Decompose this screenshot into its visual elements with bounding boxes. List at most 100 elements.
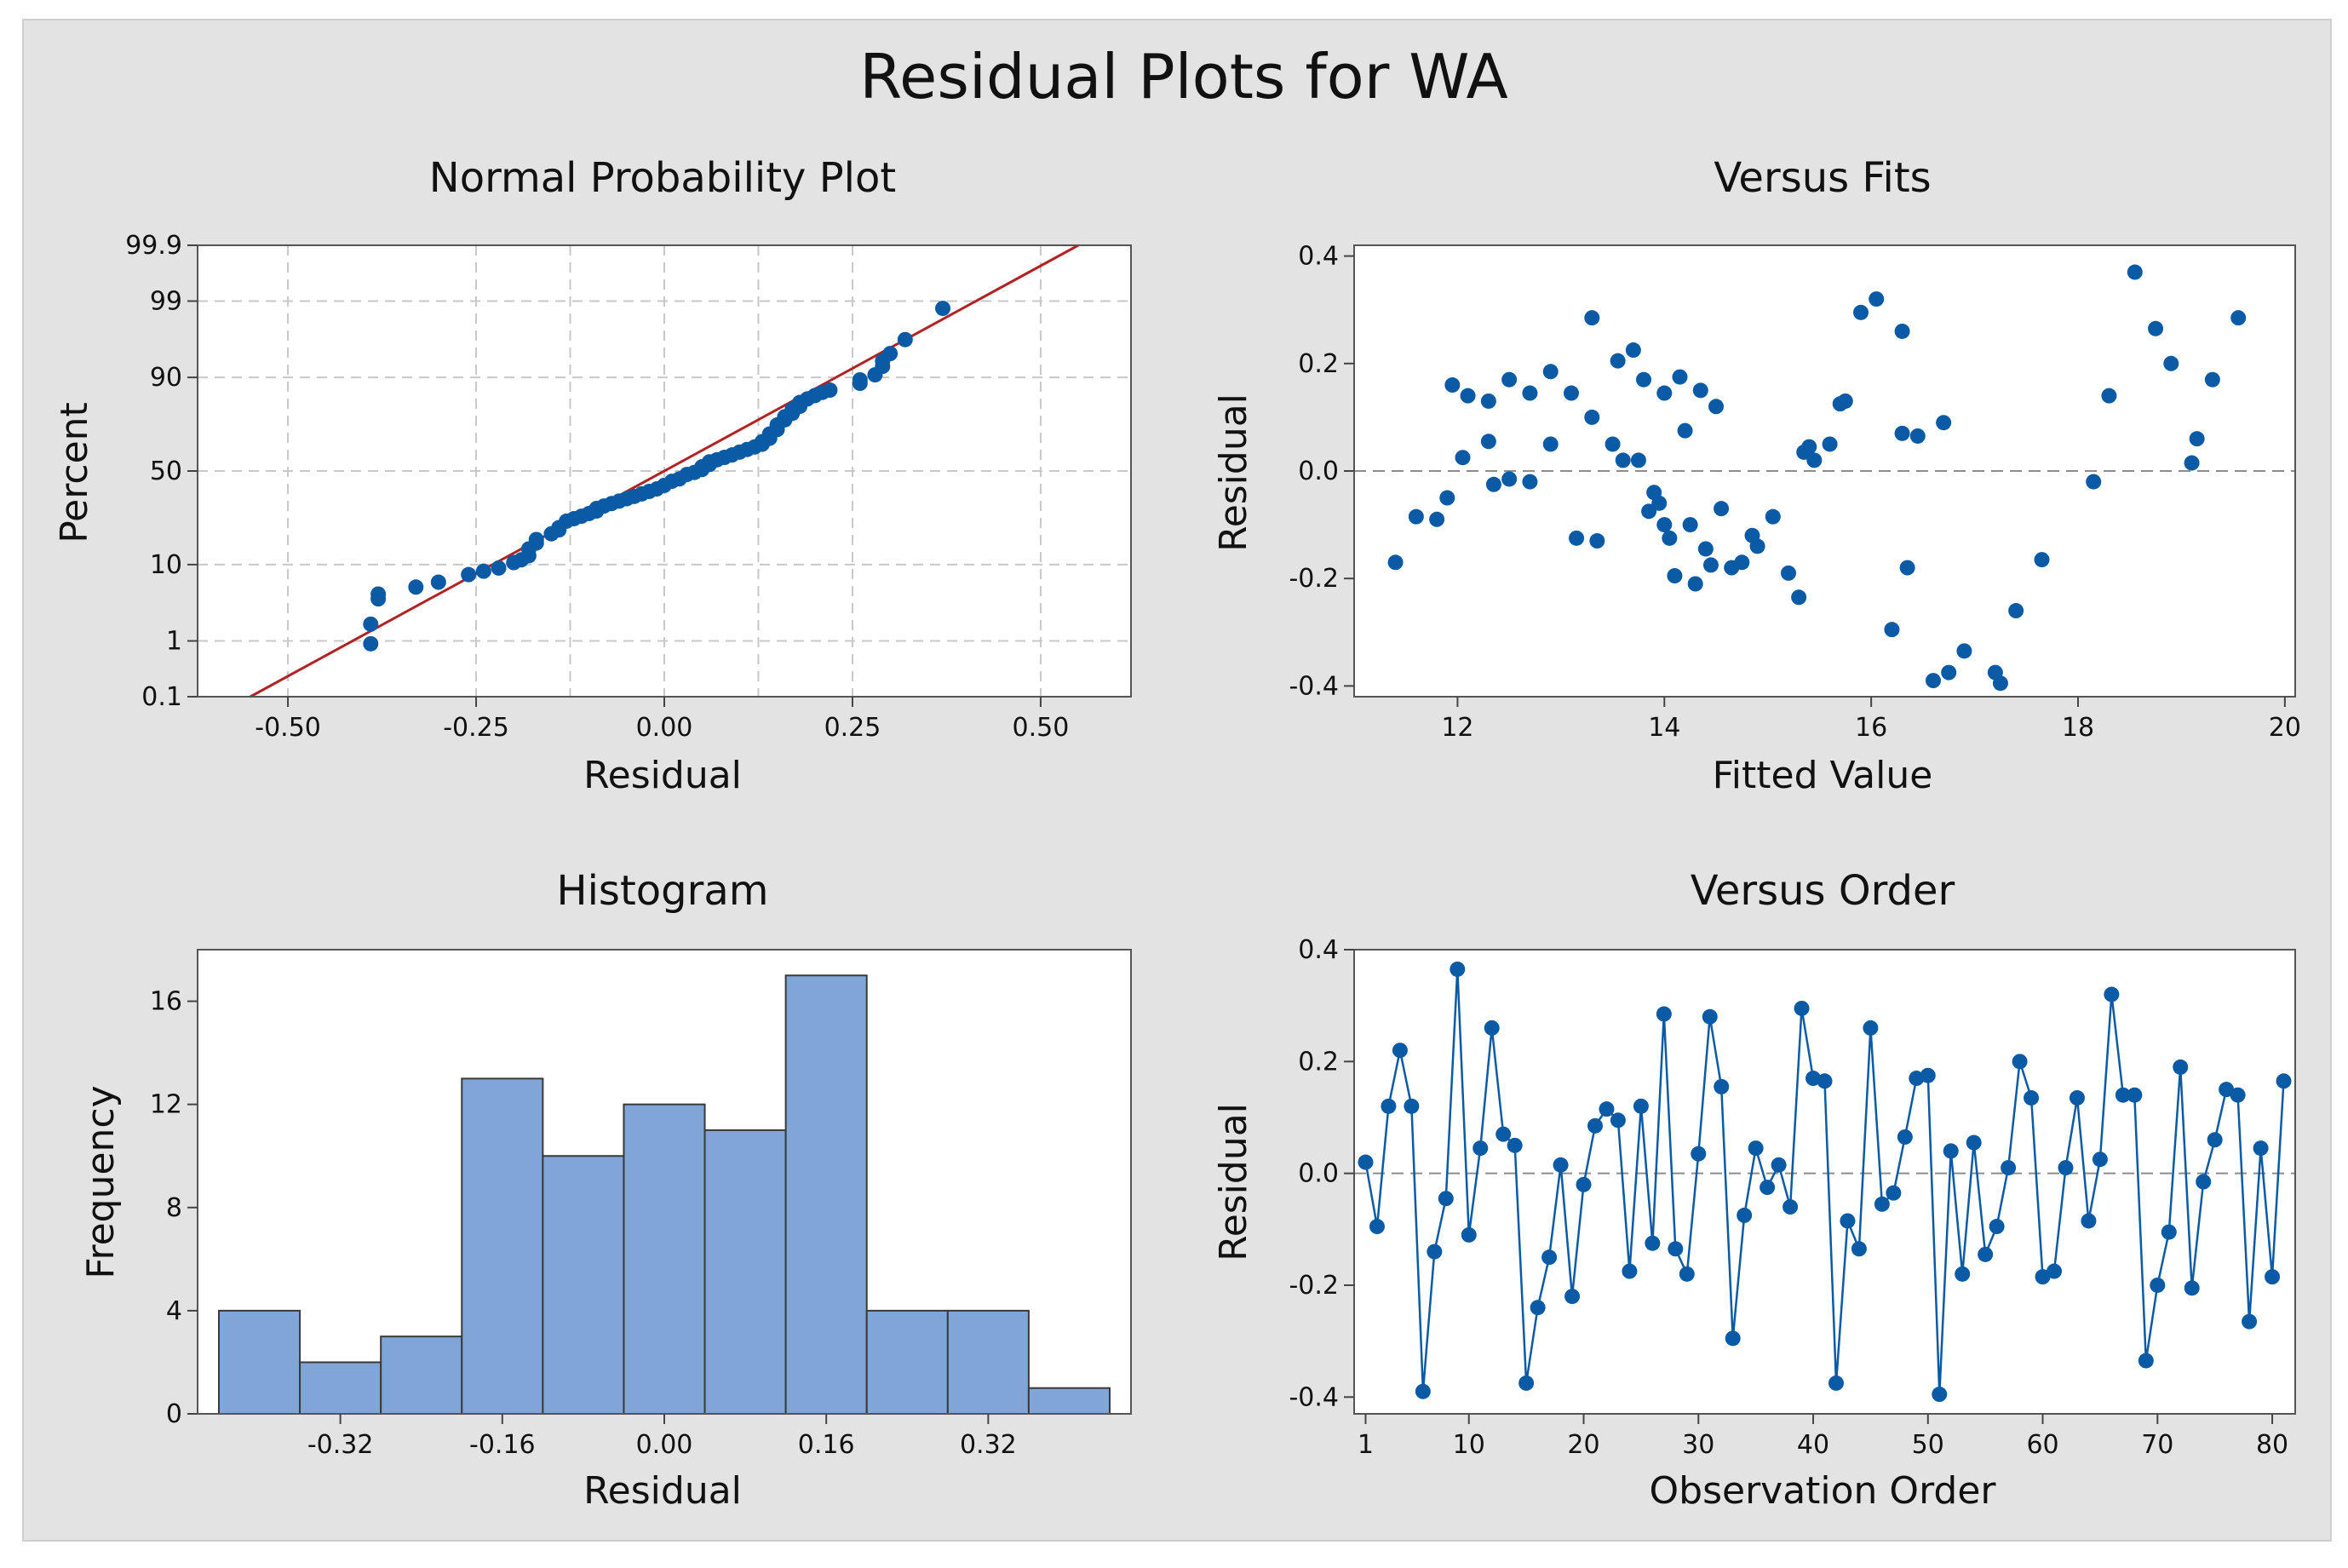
data-point: [1599, 1101, 1615, 1117]
data-point: [1943, 1143, 1959, 1159]
data-point: [1553, 1157, 1569, 1173]
y-tick-label: 99: [150, 287, 182, 317]
data-point: [1610, 1112, 1626, 1129]
data-point: [1714, 501, 1730, 517]
data-point: [1978, 1246, 1994, 1262]
data-point: [1564, 385, 1579, 401]
data-point: [1791, 589, 1807, 606]
data-point: [1687, 576, 1703, 592]
data-point: [1438, 1191, 1454, 1207]
y-tick-label: 0.0: [1298, 457, 1339, 486]
data-point: [1576, 1176, 1592, 1192]
data-point: [1920, 1067, 1936, 1083]
data-point: [1822, 436, 1838, 452]
data-point: [1760, 1180, 1776, 1196]
x-tick-label: -0.50: [255, 713, 321, 743]
data-point: [1909, 428, 1926, 444]
data-point: [2189, 431, 2205, 447]
y-axis-label: Residual: [1212, 393, 1255, 552]
data-point: [1805, 1071, 1822, 1087]
data-point: [1522, 474, 1538, 490]
x-tick-label: 70: [2141, 1430, 2173, 1460]
data-point: [2163, 355, 2179, 371]
data-point: [1584, 409, 1600, 425]
data-point: [1615, 452, 1631, 468]
data-point: [2008, 603, 2024, 619]
histogram-bar: [461, 1077, 544, 1416]
data-point: [1369, 1219, 1385, 1235]
data-point: [2219, 1082, 2235, 1098]
data-point: [1439, 490, 1455, 506]
data-point: [2161, 1224, 2177, 1240]
data-point: [461, 566, 477, 583]
x-tick-label: 20: [2269, 713, 2301, 743]
data-point: [1851, 1241, 1867, 1257]
y-tick-label: -0.4: [1289, 1382, 1339, 1412]
data-point: [1622, 1263, 1638, 1279]
data-point: [1702, 1008, 1718, 1025]
histogram-bar: [865, 1309, 949, 1416]
x-axis-label: Observation Order: [1650, 1469, 1997, 1513]
plot-border: [1353, 949, 2296, 1415]
data-point: [1734, 554, 1750, 571]
histogram-bar: [946, 1309, 1030, 1416]
y-tick-label: 0.1: [141, 682, 182, 712]
data-point: [1542, 436, 1559, 452]
y-tick-label: 0.4: [1298, 935, 1339, 965]
y-tick-label: 0: [166, 1399, 182, 1429]
histogram-bar: [623, 1103, 706, 1415]
data-point: [1828, 1375, 1844, 1391]
data-point: [1461, 1226, 1477, 1243]
x-tick-label: -0.16: [469, 1430, 536, 1460]
data-point: [1455, 450, 1471, 466]
data-point: [1899, 560, 1915, 576]
data-point: [852, 371, 868, 388]
y-tick-label: 16: [150, 987, 182, 1017]
data-point: [1404, 1098, 1420, 1114]
data-point: [1485, 476, 1501, 492]
y-tick-label: -0.4: [1289, 671, 1339, 701]
panel-title: Normal Probability Plot: [429, 154, 896, 202]
histogram-bar: [542, 1155, 625, 1415]
data-point: [1667, 568, 1683, 584]
data-point: [1656, 385, 1673, 401]
data-point: [2127, 1087, 2143, 1103]
data-point: [1702, 557, 1719, 573]
data-point: [528, 531, 544, 548]
data-point: [1668, 1241, 1684, 1257]
data-point: [2024, 1090, 2040, 1106]
data-point: [1387, 554, 1404, 571]
data-point: [1633, 1098, 1649, 1114]
data-point: [1966, 1134, 1982, 1151]
histogram-bar: [703, 1129, 787, 1415]
y-axis-label: Frequency: [79, 1085, 123, 1278]
data-point: [935, 301, 951, 317]
y-tick-label: 1: [166, 626, 182, 656]
y-tick-label: 50: [150, 457, 182, 486]
data-point: [2184, 455, 2200, 471]
panel-title: Versus Order: [1691, 867, 1955, 915]
y-tick-label: 12: [150, 1090, 182, 1120]
data-point: [2101, 388, 2117, 404]
x-tick-label: 10: [1453, 1430, 1485, 1460]
data-point: [1662, 530, 1678, 546]
data-point: [1884, 622, 1900, 638]
data-point: [1783, 1199, 1799, 1215]
data-point: [1992, 675, 2008, 692]
data-point: [1863, 1019, 1879, 1036]
data-point: [1672, 369, 1688, 385]
x-axis-label: Residual: [583, 754, 742, 797]
data-point: [1692, 382, 1708, 399]
y-axis-label: Residual: [1212, 1103, 1255, 1261]
fit-line: [250, 244, 1079, 698]
data-point: [2058, 1160, 2074, 1176]
data-point: [2276, 1073, 2292, 1089]
data-point: [2184, 1280, 2200, 1296]
panel-title: Histogram: [557, 867, 769, 915]
y-tick-label: 4: [166, 1296, 182, 1326]
data-point: [822, 382, 838, 399]
y-axis-label: Percent: [53, 402, 96, 543]
data-point: [1480, 434, 1496, 450]
data-point: [363, 616, 379, 632]
data-point: [2138, 1353, 2154, 1369]
